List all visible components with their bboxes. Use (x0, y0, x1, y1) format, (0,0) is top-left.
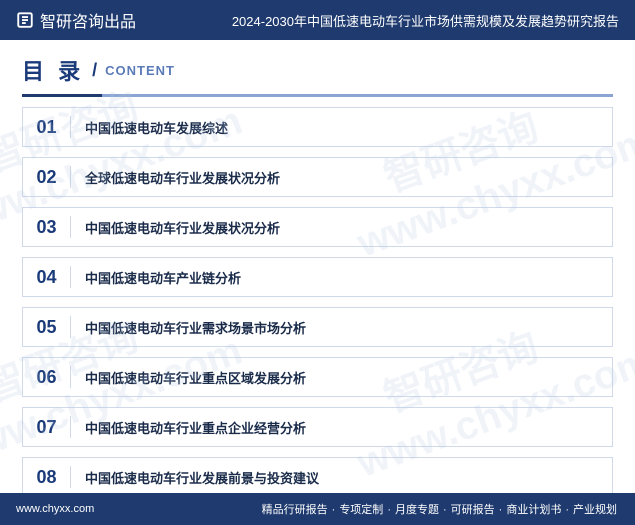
header-brand-group: 智研咨询出品 (16, 8, 136, 32)
toc-item-number: 02 (23, 166, 71, 188)
footer-separator: · (499, 504, 503, 516)
footer-separator: · (387, 504, 391, 516)
footer-url: www.chyxx.com (16, 503, 94, 515)
footer-link: 月度专题 (395, 504, 439, 516)
toc-title-en: CONTENT (105, 63, 175, 78)
page-footer: www.chyxx.com 精品行研报告·专项定制·月度专题·可研报告·商业计划… (0, 493, 635, 525)
toc-item-number: 07 (23, 416, 71, 438)
header-brand-text: 智研咨询出品 (40, 8, 136, 32)
footer-separator: · (332, 504, 336, 516)
toc-item-text: 中国低速电动车行业重点区域发展分析 (71, 358, 612, 396)
toc-slash: / (92, 60, 97, 81)
toc-item-text: 中国低速电动车产业链分析 (71, 258, 612, 296)
toc-item: 05中国低速电动车行业需求场景市场分析 (22, 307, 613, 347)
footer-separator: · (565, 504, 569, 516)
toc-item-text: 中国低速电动车发展综述 (71, 108, 612, 146)
footer-link: 产业规划 (573, 504, 617, 516)
toc-underline (22, 94, 613, 97)
toc-item: 06中国低速电动车行业重点区域发展分析 (22, 357, 613, 397)
toc-title-cn: 目 录 (22, 54, 84, 86)
toc-item-number: 01 (23, 116, 71, 138)
footer-link: 专项定制 (339, 504, 383, 516)
footer-link: 可研报告 (451, 504, 495, 516)
toc-item: 03中国低速电动车行业发展状况分析 (22, 207, 613, 247)
footer-link: 商业计划书 (506, 504, 561, 516)
page-header: 智研咨询出品 2024-2030年中国低速电动车行业市场供需规模及发展趋势研究报… (0, 0, 635, 40)
toc-item-text: 全球低速电动车行业发展状况分析 (71, 158, 612, 196)
toc-item: 01中国低速电动车发展综述 (22, 107, 613, 147)
toc-item-text: 中国低速电动车行业需求场景市场分析 (71, 308, 612, 346)
toc-heading: 目 录 / CONTENT (0, 40, 635, 90)
footer-link: 精品行研报告 (262, 504, 328, 516)
toc-list: 01中国低速电动车发展综述02全球低速电动车行业发展状况分析03中国低速电动车行… (0, 107, 635, 497)
toc-item: 02全球低速电动车行业发展状况分析 (22, 157, 613, 197)
toc-item-text: 中国低速电动车行业发展前景与投资建议 (71, 458, 612, 496)
toc-item-text: 中国低速电动车行业发展状况分析 (71, 208, 612, 246)
toc-item: 04中国低速电动车产业链分析 (22, 257, 613, 297)
toc-item: 08中国低速电动车行业发展前景与投资建议 (22, 457, 613, 497)
brand-logo-icon (16, 11, 34, 29)
toc-item-number: 05 (23, 316, 71, 338)
footer-separator: · (443, 504, 447, 516)
header-report-title: 2024-2030年中国低速电动车行业市场供需规模及发展趋势研究报告 (232, 11, 619, 30)
toc-item-number: 08 (23, 466, 71, 488)
toc-item-number: 06 (23, 366, 71, 388)
footer-links: 精品行研报告·专项定制·月度专题·可研报告·商业计划书·产业规划 (260, 501, 619, 517)
toc-item: 07中国低速电动车行业重点企业经营分析 (22, 407, 613, 447)
toc-item-text: 中国低速电动车行业重点企业经营分析 (71, 408, 612, 446)
toc-item-number: 04 (23, 266, 71, 288)
toc-item-number: 03 (23, 216, 71, 238)
